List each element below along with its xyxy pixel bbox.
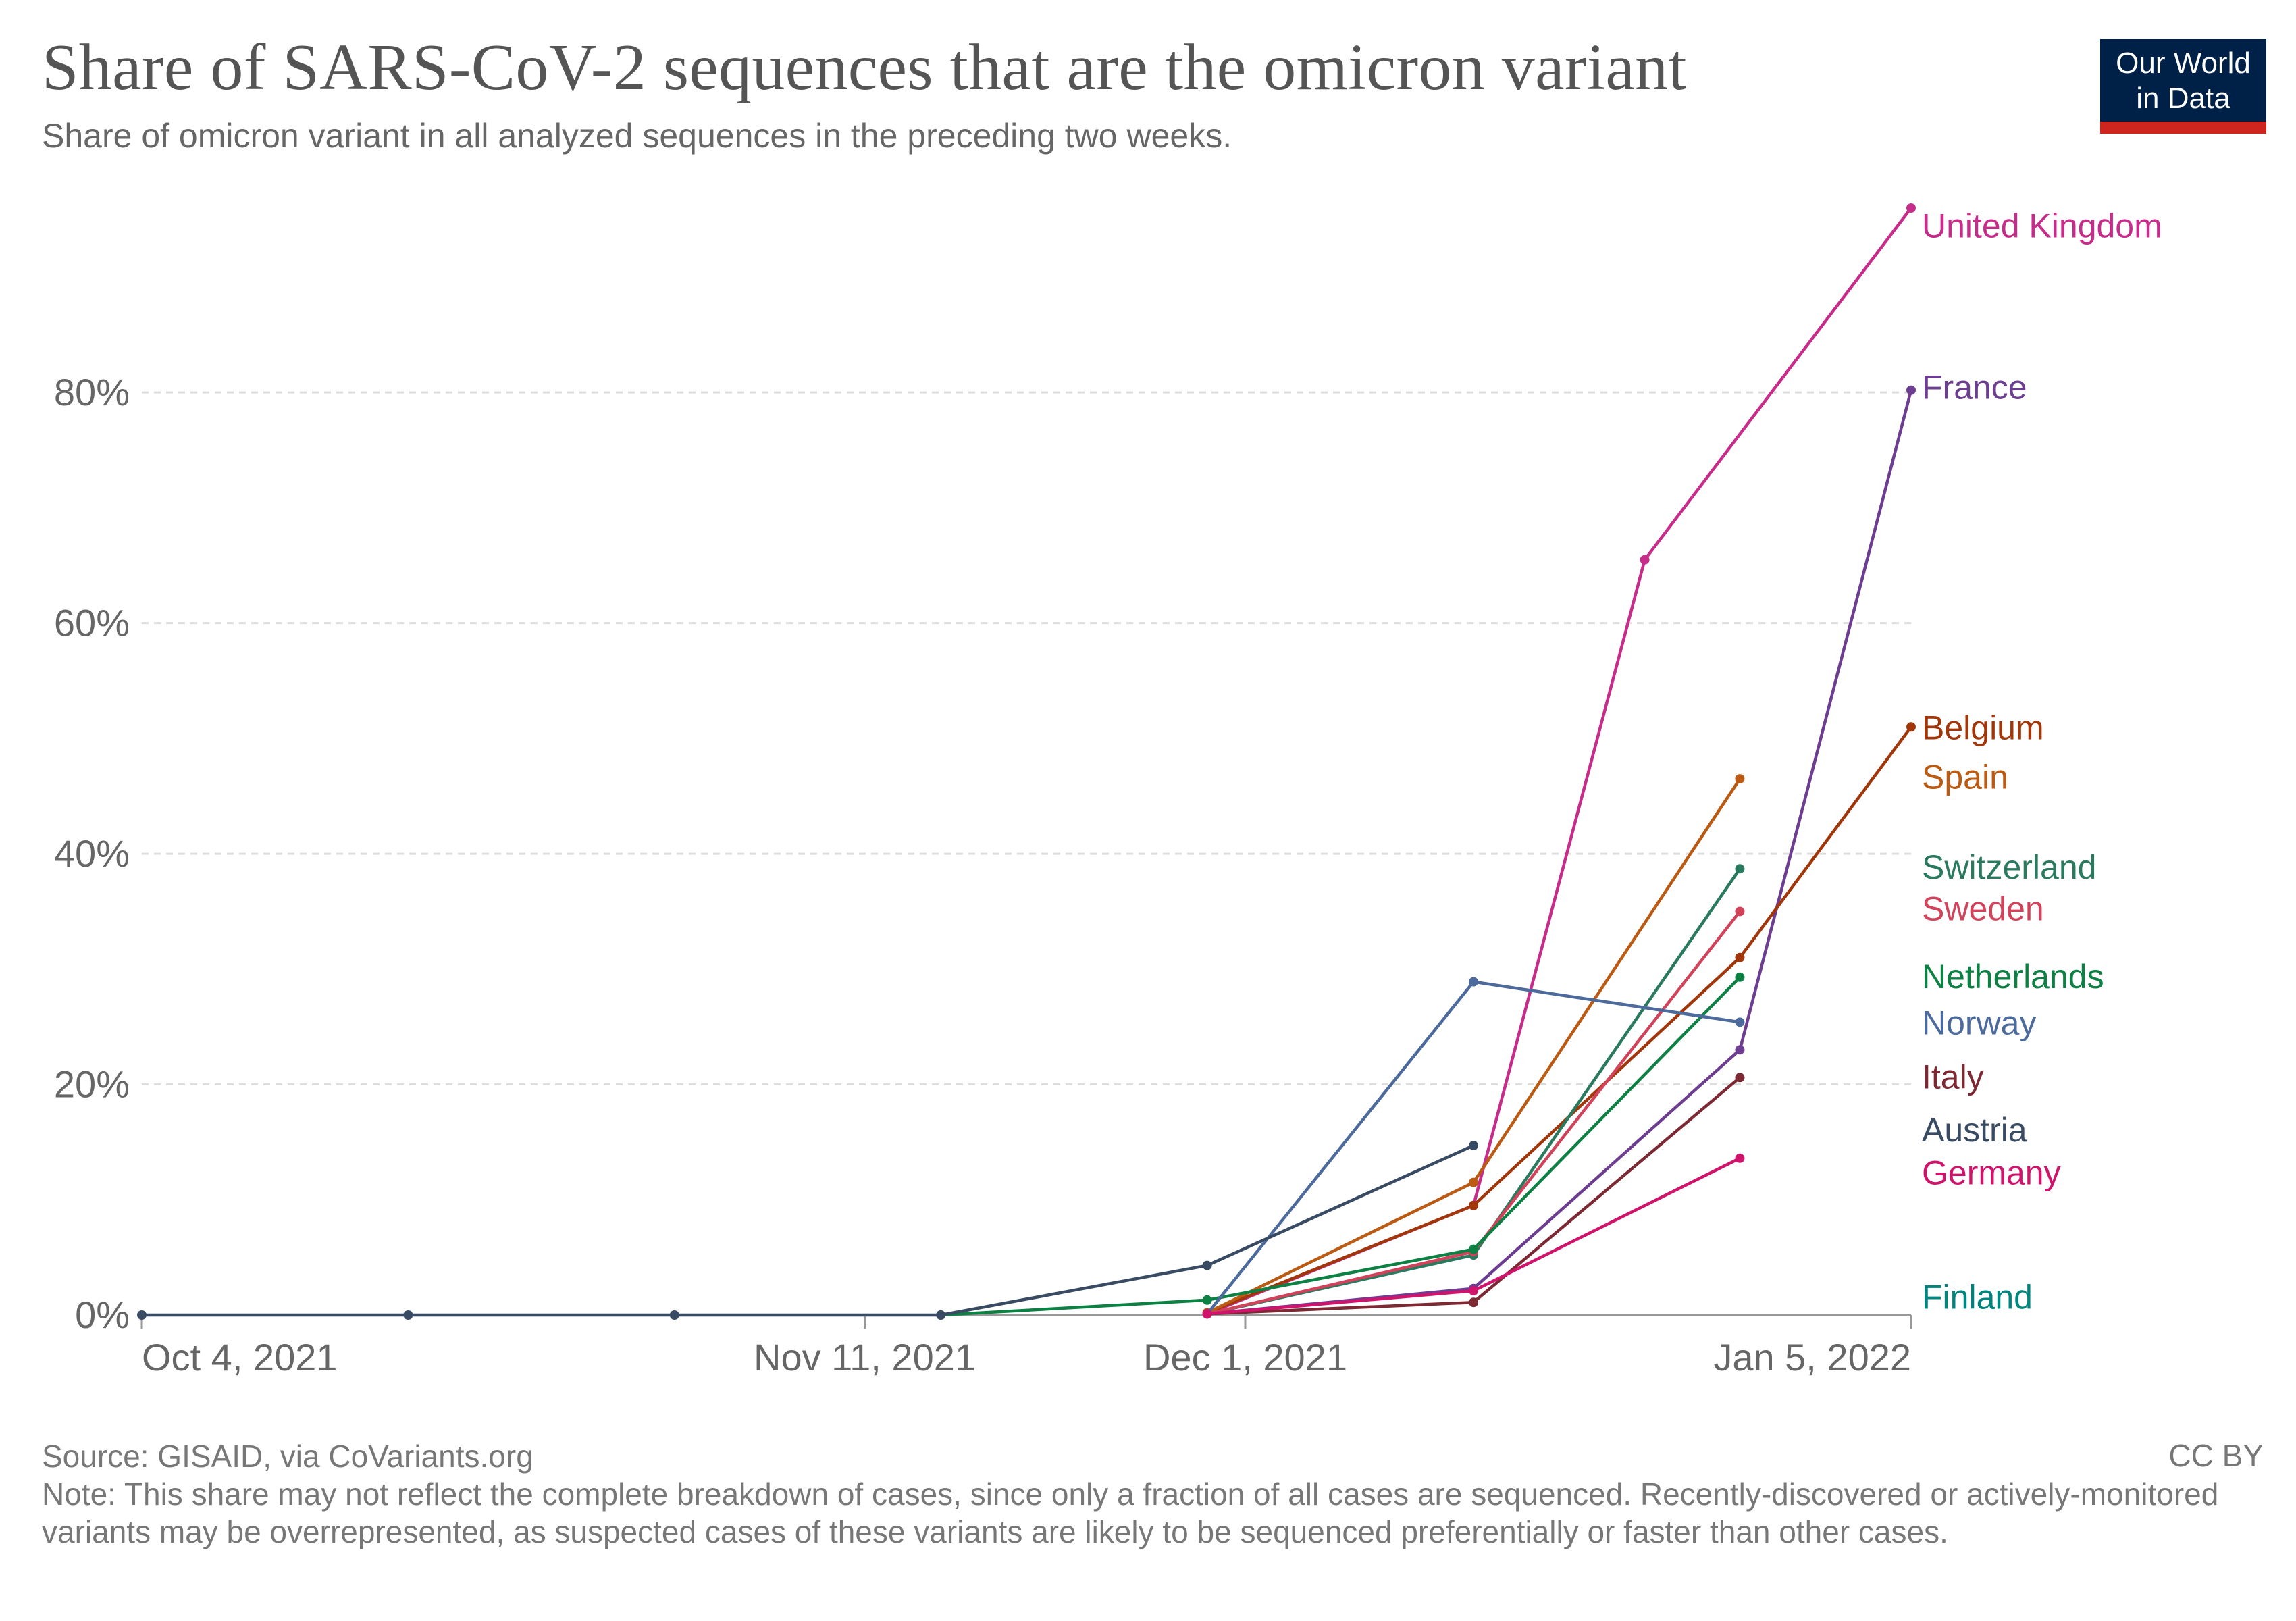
series-label-germany[interactable]: Germany [1922,1154,2061,1191]
x-tick-label-2: Dec 1, 2021 [1143,1336,1347,1379]
data-point-sweden[interactable] [1735,906,1745,917]
series-label-sweden[interactable]: Sweden [1922,890,2044,927]
series-end-labels: United Kingdom France Belgium Spain Switzerl… [1922,207,2162,1316]
data-point-netherlands[interactable] [1469,1244,1479,1254]
owid-logo[interactable]: Our World in Data [2100,39,2266,134]
data-point-belgium[interactable] [1906,722,1916,732]
series-label-spain[interactable]: Spain [1922,758,2008,796]
series-line-austria[interactable] [140,1143,1476,1317]
y-tick-label-0: 0% [75,1293,130,1336]
y-tick-label-1: 20% [54,1063,130,1106]
data-point-austria[interactable] [137,1310,147,1320]
series-label-belgium[interactable]: Belgium [1922,709,2044,746]
chart-title: Share of SARS-CoV-2 sequences that are t… [42,31,1687,104]
series-label-netherlands[interactable]: Netherlands [1922,958,2104,996]
series-line-united-kingdom[interactable] [1205,206,1913,1316]
data-point-united-kingdom[interactable] [1640,555,1650,565]
x-tick-label-3: Jan 5, 2022 [1713,1336,1911,1379]
data-point-germany[interactable] [1202,1309,1212,1319]
data-point-austria[interactable] [669,1310,679,1320]
note-text: Note: This share may not reflect the com… [42,1476,2219,1549]
y-tick-label-2: 40% [54,832,130,875]
series-line-france[interactable] [1205,388,1913,1316]
series-label-norway[interactable]: Norway [1922,1004,2036,1041]
series-lines [137,203,1916,1320]
logo-line-1: Our World [2116,47,2251,80]
series-line-italy[interactable] [1205,1076,1742,1316]
series-label-finland[interactable]: Finland [1922,1279,2033,1316]
data-point-france[interactable] [1906,385,1916,395]
chart-footer: Source: GISAID, via CoVariants.org Note:… [42,1437,2264,1551]
data-point-switzerland[interactable] [1735,864,1745,874]
data-point-italy[interactable] [1469,1297,1479,1308]
series-line-netherlands[interactable] [939,975,1742,1317]
x-tick-label-1: Nov 11, 2021 [754,1336,976,1379]
axes: 0% 20% 40% 60% 80% Oct 4, 2021 Nov 11, 2021 Dec… [54,371,1912,1379]
data-point-united-kingdom[interactable] [1906,203,1916,213]
series-label-united-kingdom[interactable]: United Kingdom [1922,207,2162,245]
series-label-france[interactable]: France [1922,369,2027,407]
data-point-france[interactable] [1735,1045,1745,1055]
series-line-spain[interactable] [1205,777,1742,1314]
source-text[interactable]: Source: GISAID, via CoVariants.org [42,1439,533,1474]
data-point-belgium[interactable] [1469,1200,1479,1210]
data-point-italy[interactable] [1735,1073,1745,1083]
y-tick-label-3: 60% [54,602,130,644]
license-text[interactable]: CC BY [2168,1438,2264,1473]
data-point-austria[interactable] [403,1310,413,1320]
data-point-austria[interactable] [1469,1141,1479,1151]
series-line-belgium[interactable] [1205,725,1913,1314]
x-tick-label-0: Oct 4, 2021 [142,1336,338,1379]
logo-line-2: in Data [2136,82,2230,115]
data-point-austria[interactable] [936,1310,946,1320]
data-point-germany[interactable] [1469,1286,1479,1296]
chart-subtitle: Share of omicron variant in all analyzed… [42,117,1232,155]
y-tick-label-4: 80% [54,371,130,413]
data-point-netherlands[interactable] [1735,972,1745,982]
data-point-germany[interactable] [1735,1153,1745,1163]
data-point-norway[interactable] [1735,1017,1745,1027]
data-point-spain[interactable] [1735,774,1745,784]
series-label-italy[interactable]: Italy [1922,1058,1984,1096]
series-label-austria[interactable]: Austria [1922,1111,2027,1149]
data-point-netherlands[interactable] [1202,1295,1212,1305]
gridlines [142,391,1911,1086]
data-point-belgium[interactable] [1735,952,1745,962]
data-point-norway[interactable] [1469,977,1479,987]
series-label-switzerland[interactable]: Switzerland [1922,848,2096,886]
data-point-spain[interactable] [1469,1177,1479,1187]
data-point-austria[interactable] [1202,1260,1212,1270]
